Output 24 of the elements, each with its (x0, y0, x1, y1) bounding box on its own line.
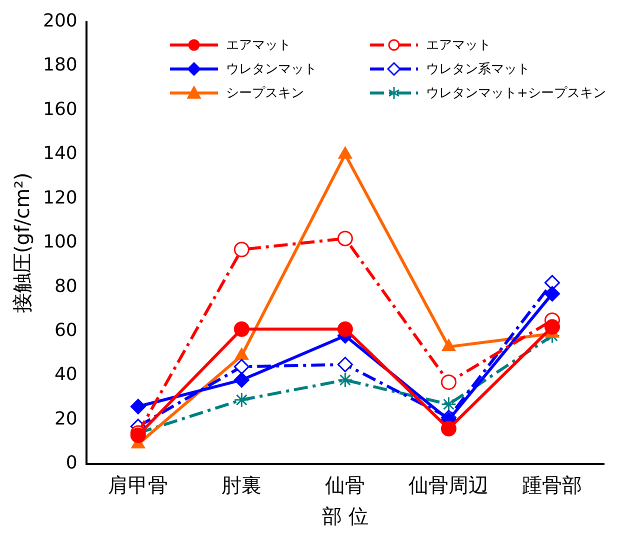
legend-label: ウレタンマット+シープスキン (426, 85, 606, 102)
y-tick-label: 0 (66, 452, 78, 474)
y-tick-label: 40 (54, 364, 78, 386)
legend-label: ウレタン系マット (426, 61, 530, 78)
x-axis-title: 部 位 (322, 504, 368, 528)
x-tick-label: 仙骨周辺 (408, 473, 489, 498)
y-tick-label: 200 (42, 10, 78, 32)
x-tick-label: 踵骨部 (522, 473, 582, 498)
x-tick-label: 仙骨 (325, 473, 366, 498)
y-tick-label: 160 (42, 98, 78, 120)
y-tick-label: 80 (54, 276, 78, 297)
y-tick-label: 100 (42, 232, 78, 253)
legend-label: シープスキン (226, 85, 304, 102)
y-tick-label: 20 (54, 408, 78, 430)
y-tick-label: 60 (54, 320, 78, 342)
legend-label: エアマット (426, 37, 491, 54)
y-tick-label: 120 (42, 187, 78, 208)
x-tick-label: 肩甲骨 (108, 473, 168, 498)
y-tick-label: 140 (42, 143, 78, 164)
legend-label: エアマット (226, 37, 291, 54)
y-axis-title: 接触圧(gf/cm²) (10, 172, 34, 314)
x-tick-label: 肘裏 (222, 473, 262, 498)
legend-label: ウレタンマット (226, 61, 317, 78)
y-tick-label: 180 (42, 54, 78, 76)
